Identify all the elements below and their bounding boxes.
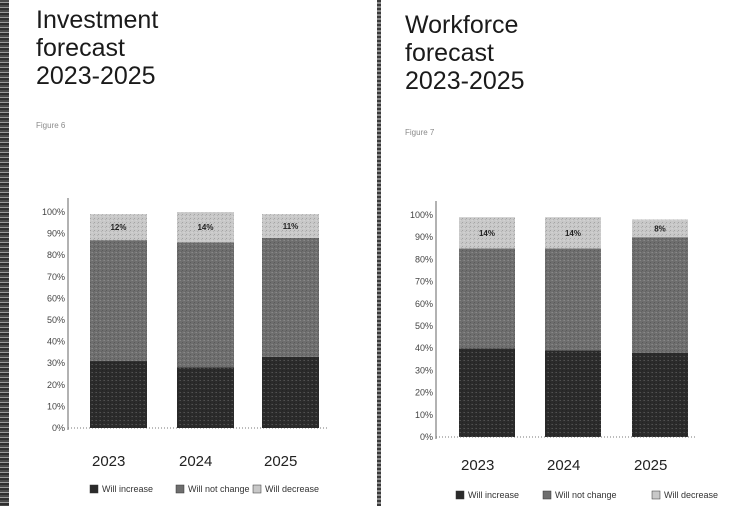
- investment-y-tick-label: 90%: [47, 229, 65, 239]
- workforce-legend-label: Will increase: [468, 490, 519, 500]
- workforce-data-label: 14%: [565, 229, 581, 238]
- workforce-bar-texture: [545, 217, 601, 249]
- investment-legend-swatch: [89, 484, 99, 494]
- investment-bar-texture: [177, 212, 234, 243]
- investment-legend-swatch: [252, 484, 262, 494]
- investment-legend-label: Will not change: [188, 484, 250, 494]
- workforce-y-tick-label: 40%: [415, 343, 433, 353]
- investment-y-tick-label: 20%: [47, 380, 65, 390]
- workforce-bar-texture: [545, 248, 601, 351]
- workforce-bar-texture: [632, 219, 688, 238]
- investment-bar-texture: [90, 240, 147, 362]
- workforce-bar-texture: [632, 352, 688, 437]
- workforce-chart: 0% 10% 20% 30% 40% 50% 60% 70% 80% 90% 100% 14% 2023…: [410, 201, 718, 500]
- investment-bar-texture: [262, 237, 319, 357]
- workforce-data-label: 14%: [479, 229, 495, 238]
- workforce-x-category-label: 2023: [461, 457, 494, 474]
- investment-bar-texture: [177, 242, 234, 368]
- workforce-figure-label: Figure 7: [405, 128, 435, 137]
- investment-y-tick-label: 40%: [47, 337, 65, 347]
- investment-legend-label: Will decrease: [265, 484, 319, 494]
- workforce-legend-label: Will decrease: [664, 490, 718, 500]
- investment-figure-label: Figure 6: [36, 121, 66, 130]
- workforce-bar-texture: [459, 348, 515, 437]
- investment-bar-texture: [90, 214, 147, 241]
- investment-y-tick-label: 60%: [47, 293, 65, 303]
- workforce-y-tick-label: 70%: [415, 277, 433, 287]
- workforce-bar-texture: [545, 350, 601, 437]
- investment-bar-texture: [262, 214, 319, 238]
- investment-x-category-label: 2023: [92, 453, 125, 470]
- workforce-legend-label: Will not change: [555, 490, 617, 500]
- investment-x-category-label: 2024: [179, 453, 212, 470]
- workforce-bar-texture: [632, 237, 688, 353]
- investment-y-tick-label: 30%: [47, 358, 65, 368]
- workforce-y-tick-label: 80%: [415, 254, 433, 264]
- workforce-x-category-label: 2024: [547, 457, 580, 474]
- workforce-data-label: 8%: [654, 224, 666, 233]
- workforce-y-tick-label: 90%: [415, 232, 433, 242]
- workforce-x-category-label: 2025: [634, 457, 667, 474]
- workforce-y-tick-label: 20%: [415, 388, 433, 398]
- investment-data-label: 14%: [197, 223, 213, 232]
- workforce-bar-texture: [459, 248, 515, 349]
- workforce-y-tick-label: 30%: [415, 365, 433, 375]
- workforce-y-tick-label: 60%: [415, 299, 433, 309]
- investment-chart: 0% 10% 20% 30% 40% 50% 60% 70% 80% 90% 100% 12% 2023…: [42, 198, 327, 494]
- workforce-y-tick-label: 10%: [415, 410, 433, 420]
- panel-divider: [377, 0, 381, 506]
- workforce-chart-title: Workforce forecast 2023-2025: [405, 11, 525, 95]
- investment-legend-label: Will increase: [102, 484, 153, 494]
- investment-bar-texture: [262, 356, 319, 428]
- investment-y-tick-label: 10%: [47, 401, 65, 411]
- workforce-y-tick-label: 50%: [415, 321, 433, 331]
- workforce-bar-texture: [459, 217, 515, 249]
- workforce-legend-swatch: [651, 490, 661, 500]
- workforce-y-tick-label: 100%: [410, 210, 433, 220]
- investment-chart-title: Investment forecast 2023-2025: [36, 6, 159, 90]
- investment-x-category-label: 2025: [264, 453, 297, 470]
- workforce-legend-swatch: [455, 490, 465, 500]
- investment-bar-texture: [90, 361, 147, 428]
- scan-left-edge: [0, 0, 9, 506]
- investment-legend-swatch: [175, 484, 185, 494]
- workforce-legend-swatch: [542, 490, 552, 500]
- investment-y-tick-label: 0%: [52, 423, 65, 433]
- investment-y-tick-label: 70%: [47, 272, 65, 282]
- investment-bar-texture: [177, 367, 234, 428]
- investment-y-tick-label: 50%: [47, 315, 65, 325]
- investment-data-label: 11%: [283, 222, 299, 231]
- workforce-y-tick-label: 0%: [420, 432, 433, 442]
- investment-data-label: 12%: [110, 223, 126, 232]
- investment-y-tick-label: 100%: [42, 207, 65, 217]
- investment-y-tick-label: 80%: [47, 250, 65, 260]
